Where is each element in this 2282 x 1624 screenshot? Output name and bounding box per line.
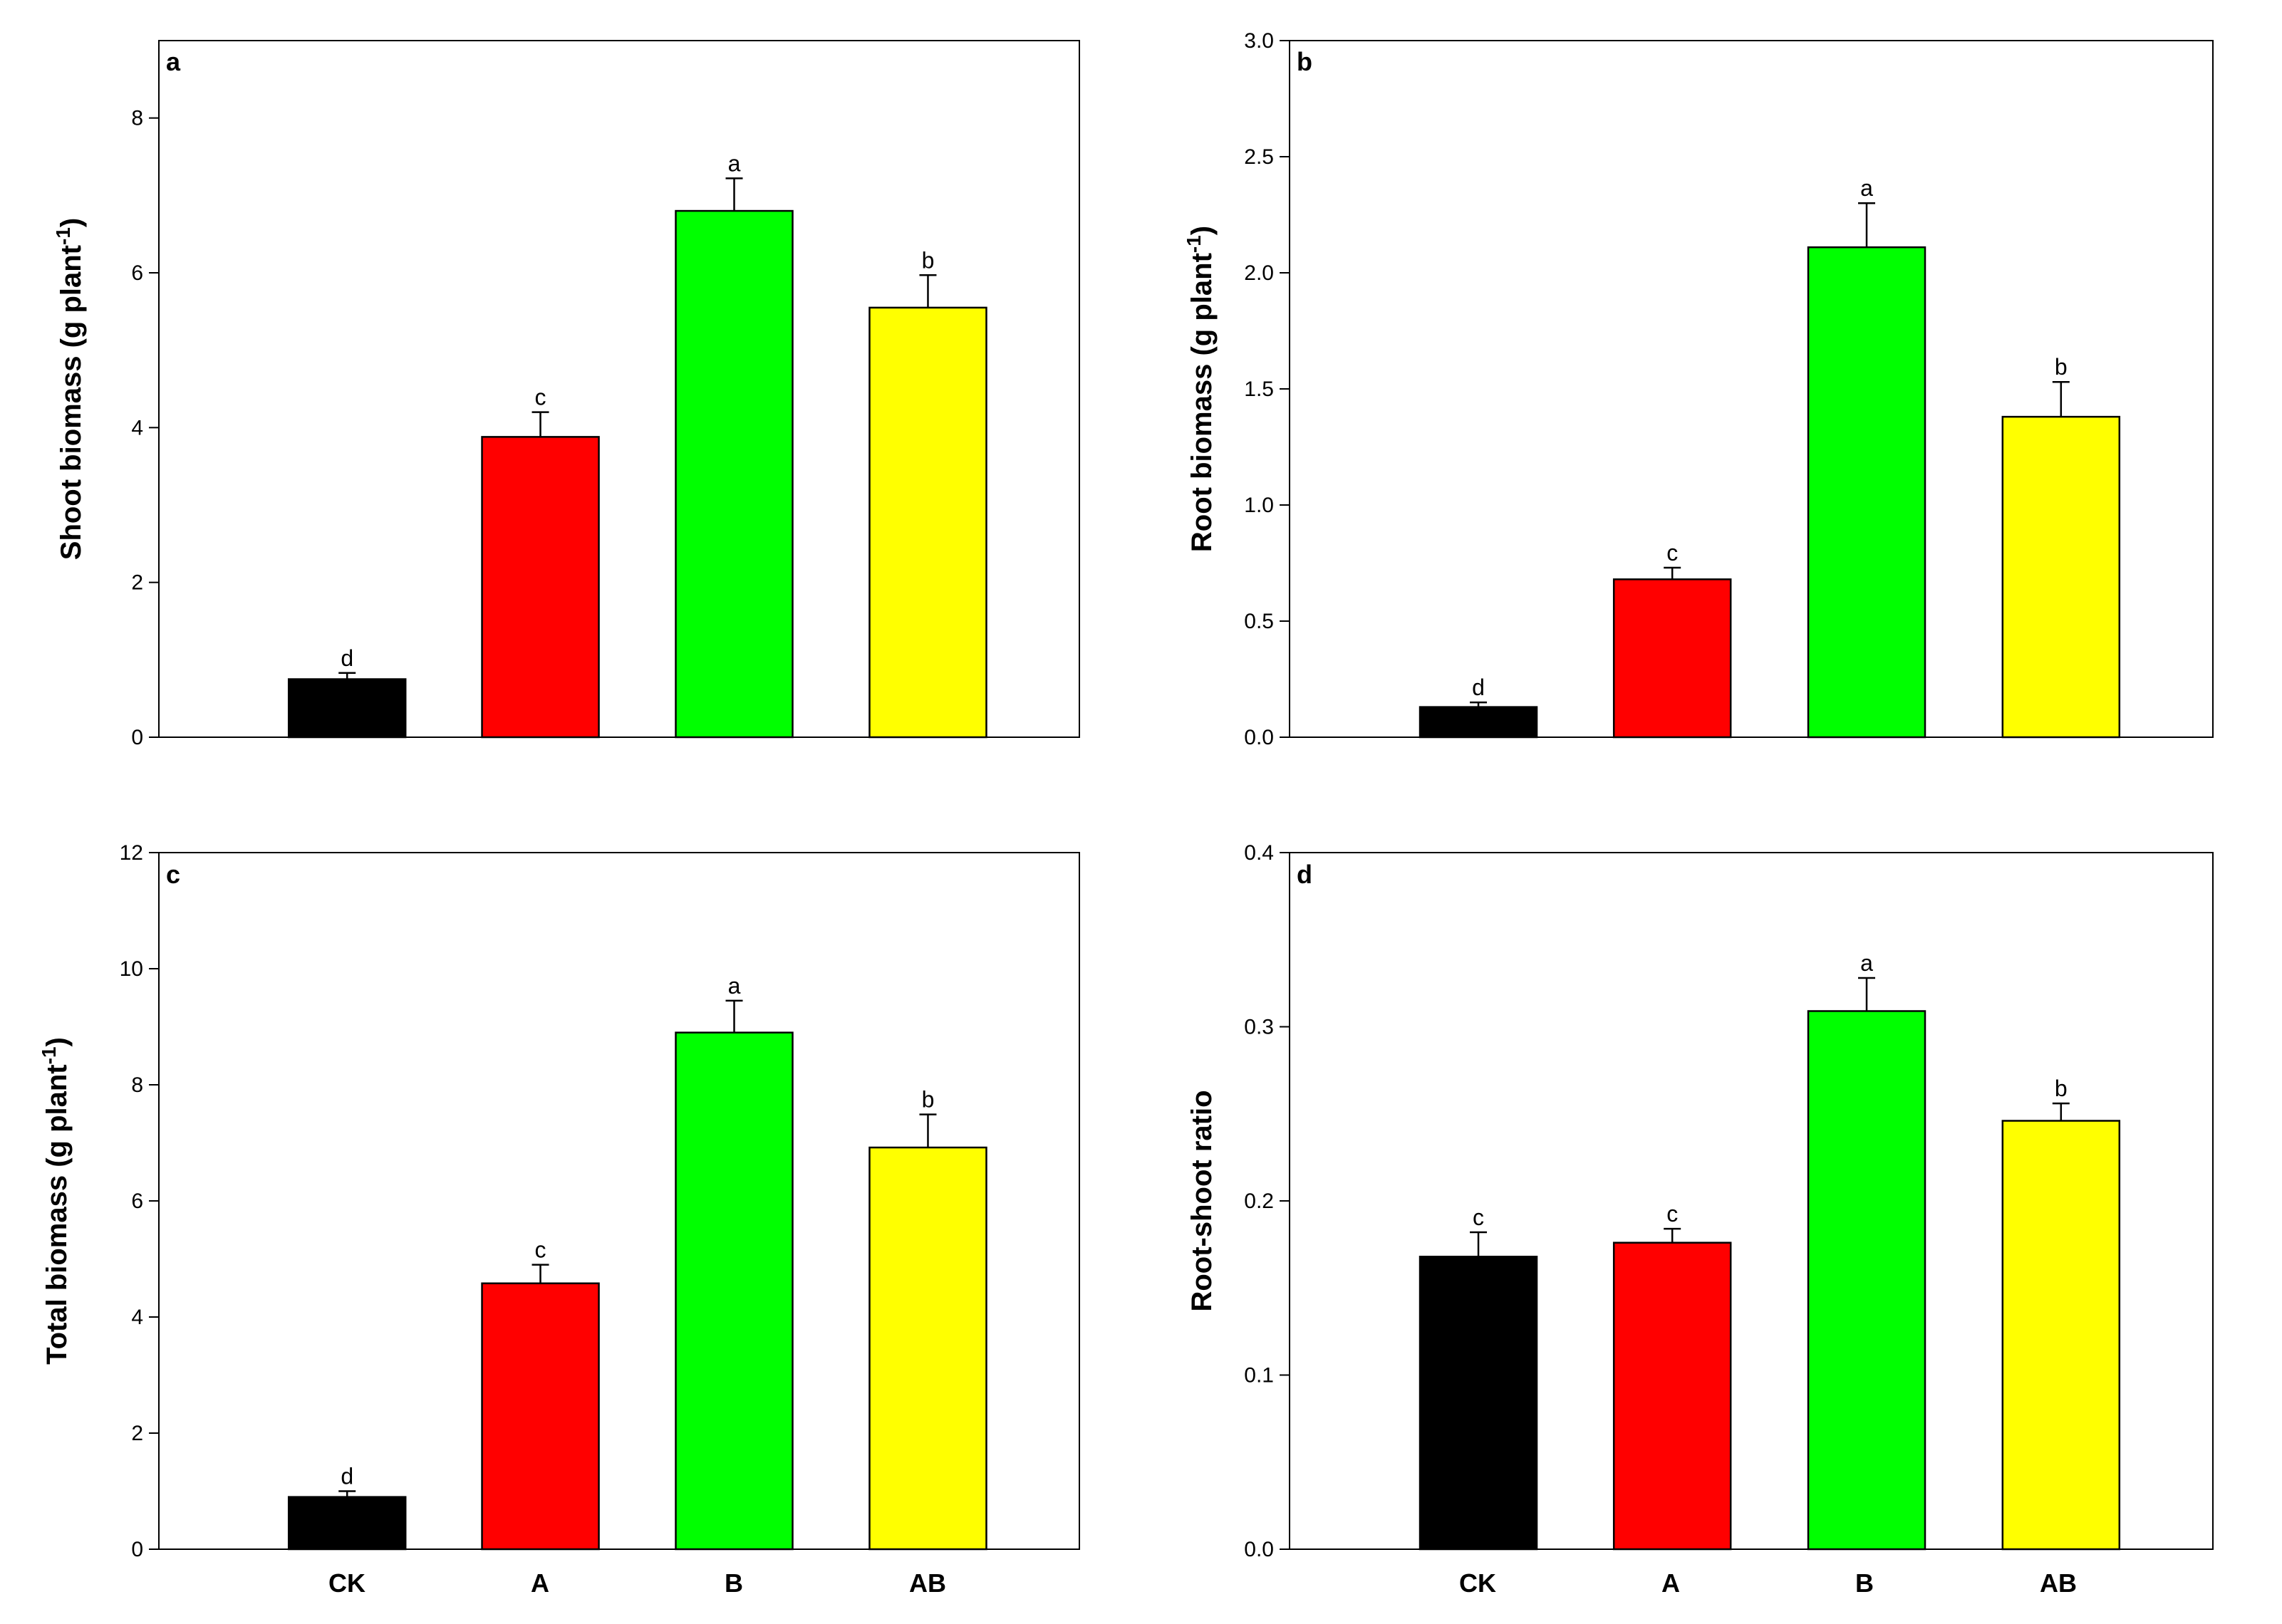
panel-letter: d	[1297, 860, 1312, 889]
panel-d: d 0.0 0.1 0.2 0.3 0.4 c c a b Root-shoot ratio	[1186, 841, 2214, 1561]
significance-label: c	[535, 385, 546, 410]
y-tick-label: 6	[131, 261, 143, 285]
bars: d c a b	[287, 150, 987, 739]
x-tick-label: A	[1661, 1568, 1680, 1598]
significance-label: a	[1860, 175, 1873, 201]
bar	[1807, 1010, 1926, 1551]
panel-a: a 0 2 4 6 8 d c a b Shoot biomass (g plant-1)	[52, 40, 1080, 749]
y-tick-label: 2.5	[1244, 145, 1274, 169]
bar	[1419, 706, 1538, 739]
y-tick-label: 12	[120, 841, 143, 865]
significance-label: d	[1472, 675, 1485, 700]
x-axis-labels-left: CK A B AB	[328, 1568, 946, 1598]
y-tick-label: 2	[131, 1422, 143, 1445]
bar	[481, 436, 600, 739]
y-axis-title: Root-shoot ratio	[1186, 1090, 1218, 1311]
y-tick-label: 0.0	[1244, 726, 1274, 749]
significance-label: d	[341, 645, 353, 671]
significance-label: d	[341, 1464, 353, 1489]
y-tick-label: 4	[131, 416, 143, 439]
panel-letter: b	[1297, 47, 1312, 76]
bar	[287, 678, 407, 739]
bar	[868, 306, 987, 739]
y-tick-label: 0.4	[1244, 841, 1274, 865]
y-tick-label: 10	[120, 957, 143, 981]
significance-label: c	[1473, 1204, 1484, 1230]
bar	[1612, 1242, 1732, 1551]
significance-label: b	[2055, 1076, 2068, 1101]
significance-label: a	[728, 973, 741, 999]
bar	[1807, 246, 1926, 739]
y-tick-label: 0	[131, 1538, 143, 1561]
y-axis-title-close: )	[41, 1037, 73, 1046]
y-tick-label: 3.0	[1244, 29, 1274, 53]
y-axis-title-superscript: -1	[52, 227, 74, 245]
significance-label: c	[1666, 1201, 1678, 1227]
bar	[675, 209, 794, 739]
y-axis-title: Shoot biomass (g plant-1)	[52, 218, 87, 560]
y-ticks: 0 2 4 6 8	[131, 107, 159, 749]
y-axis-title-main: Shoot biomass (g plant	[56, 245, 87, 560]
y-tick-label: 8	[131, 1073, 143, 1097]
y-tick-label: 2.0	[1244, 261, 1274, 285]
x-tick-label: B	[725, 1568, 743, 1598]
significance-label: a	[728, 150, 741, 176]
significance-label: b	[2055, 354, 2068, 380]
y-ticks: 0.0 0.1 0.2 0.3 0.4	[1244, 841, 1290, 1561]
x-axis-labels-right: CK A B AB	[1459, 1568, 2077, 1598]
y-tick-label: 1.5	[1244, 378, 1274, 401]
y-tick-label: 0.2	[1244, 1190, 1274, 1213]
y-axis-title-superscript: -1	[38, 1046, 60, 1064]
significance-label: b	[922, 247, 935, 273]
y-axis-title: Total biomass (g plant-1)	[38, 1037, 73, 1365]
y-axis-title-close: )	[56, 218, 87, 227]
panel-letter: c	[166, 860, 180, 889]
bar	[287, 1496, 407, 1551]
y-tick-label: 0	[131, 726, 143, 749]
x-tick-label: A	[531, 1568, 549, 1598]
significance-label: c	[535, 1237, 546, 1263]
y-tick-label: 6	[131, 1190, 143, 1213]
y-tick-label: 0.5	[1244, 610, 1274, 633]
x-tick-label: AB	[2040, 1568, 2077, 1598]
x-tick-label: CK	[328, 1568, 365, 1598]
bars: c c a b	[1419, 950, 2121, 1551]
bar	[1612, 578, 1732, 739]
bars: d c a b	[287, 973, 987, 1551]
x-tick-label: AB	[909, 1568, 946, 1598]
y-tick-label: 0.3	[1244, 1016, 1274, 1039]
y-ticks: 0.0 0.5 1.0 1.5 2.0 2.5 3.0	[1244, 29, 1290, 749]
y-tick-label: 0.1	[1244, 1364, 1274, 1388]
bars: d c a b	[1419, 175, 2121, 739]
significance-label: a	[1860, 950, 1873, 976]
y-axis-title: Root biomass (g plant-1)	[1183, 226, 1218, 552]
y-axis-title-close: )	[1186, 226, 1218, 235]
y-axis-title-superscript: -1	[1183, 235, 1205, 253]
y-tick-label: 1.0	[1244, 494, 1274, 517]
y-tick-label: 2	[131, 571, 143, 595]
x-tick-label: B	[1855, 1568, 1874, 1598]
panel-b: b 0.0 0.5 1.0 1.5 2.0 2.5 3.0 d c a b Root biomas…	[1183, 29, 2214, 749]
panel-letter: a	[166, 47, 181, 76]
plot-frame	[158, 40, 1080, 738]
y-tick-label: 4	[131, 1306, 143, 1329]
y-tick-label: 0.0	[1244, 1538, 1274, 1561]
y-tick-label: 8	[131, 107, 143, 130]
bar	[675, 1031, 794, 1551]
bar	[481, 1282, 600, 1551]
y-axis-title-main: Root-shoot ratio	[1186, 1090, 1218, 1311]
bar	[2001, 1120, 2121, 1551]
y-axis-title-main: Total biomass (g plant	[41, 1064, 73, 1365]
y-axis-title-main: Root biomass (g plant	[1186, 253, 1218, 552]
panel-c: c 0 2 4 6 8 10 12 d c a b Total biomass (g plant-…	[38, 841, 1080, 1561]
bar	[1419, 1255, 1538, 1551]
bar	[2001, 415, 2121, 739]
bar	[868, 1146, 987, 1551]
significance-label: b	[922, 1087, 935, 1113]
x-tick-label: CK	[1459, 1568, 1496, 1598]
significance-label: c	[1666, 540, 1678, 566]
y-ticks: 0 2 4 6 8 10 12	[120, 841, 159, 1561]
